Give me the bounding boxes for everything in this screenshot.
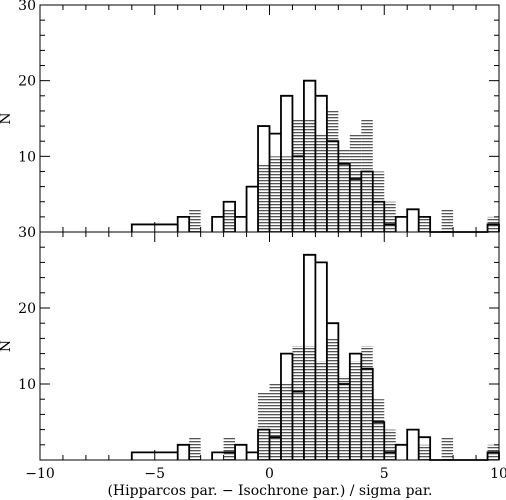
hatched-bar <box>441 437 454 460</box>
hatched-bar <box>384 201 396 232</box>
hatched-bar <box>326 110 339 232</box>
y-axis-label: N <box>0 112 14 124</box>
hatched-bar <box>384 429 396 460</box>
panel-top: 10 20 30 N <box>0 0 500 233</box>
y-tick-label: 10 <box>18 377 36 393</box>
x-tick-label: 5 <box>380 466 389 482</box>
y-tick-label: 30 <box>18 225 36 241</box>
x-axis-label: (Hipparcos par. − Isochrone par.) / sigm… <box>107 483 432 499</box>
hatched-bar <box>292 118 304 232</box>
hatched-bar <box>292 346 304 460</box>
hatched-bar <box>338 148 350 232</box>
hatched-bar <box>418 444 431 460</box>
hatched-bar <box>303 118 316 232</box>
hatched-bar <box>372 399 385 460</box>
hatched-bar <box>315 133 327 232</box>
hatched-bar <box>258 391 270 460</box>
y-tick-label: 10 <box>18 149 36 165</box>
hatched-bar <box>349 133 362 232</box>
hatched-bar <box>303 346 316 460</box>
y-tick-label: 20 <box>18 74 36 90</box>
y-tick-label: 20 <box>18 301 36 317</box>
hatched-bar <box>349 361 362 460</box>
x-tick-label: 10 <box>490 466 506 482</box>
hatched-bar <box>189 437 201 460</box>
x-tick-labels: −10 −5 0 5 10 <box>25 466 506 482</box>
x-tick-label: −10 <box>25 466 55 482</box>
panels-layer: 10 20 30 N 10 20 30 N −10 −5 0 5 10 <box>0 0 506 482</box>
hatched-bar <box>326 338 339 460</box>
x-tick-label: −5 <box>144 466 165 482</box>
hatched-bar <box>315 361 327 460</box>
y-axis-label: N <box>0 340 14 352</box>
outline-histogram-step <box>130 253 500 461</box>
hatched-bar <box>418 216 431 232</box>
x-tick-label: 0 <box>265 466 274 482</box>
hatched-bar <box>361 118 373 232</box>
panel-bottom: 10 20 30 N <box>0 225 500 461</box>
hatched-bar <box>441 209 454 232</box>
y-tick-label: 30 <box>18 0 36 14</box>
hatched-bar <box>338 376 350 460</box>
hatched-bar <box>223 209 236 232</box>
hatched-bar <box>361 346 373 460</box>
hatched-bar <box>223 437 236 460</box>
hatched-bar <box>258 163 270 232</box>
hatched-bar <box>189 209 201 232</box>
